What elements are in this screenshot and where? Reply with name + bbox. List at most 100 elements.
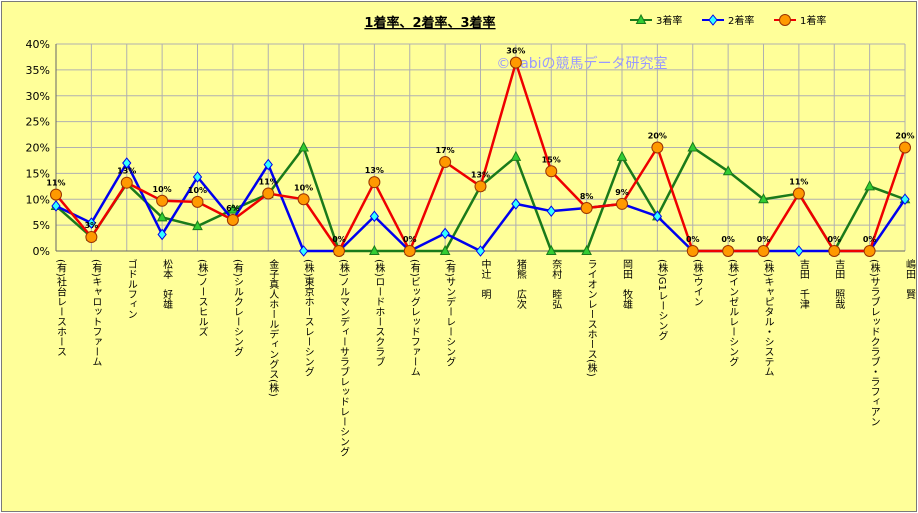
data-label: 0%: [686, 235, 700, 244]
series-layer: [50, 56, 911, 257]
data-point: [545, 165, 558, 178]
data-label: 15%: [542, 155, 561, 164]
x-tick-label: (株)東京ホースレーシング: [302, 259, 314, 377]
x-tick-label: (有)シルクレーシング: [231, 259, 243, 357]
data-label: 0%: [721, 235, 735, 244]
y-tick-label: 15%: [26, 167, 50, 180]
data-point: [369, 244, 380, 255]
data-label: 11%: [46, 179, 65, 188]
data-label: 8%: [580, 192, 594, 201]
x-tick-label: 嶋田 賢: [904, 258, 916, 300]
x-tick-label: (有)キャロットファーム: [90, 259, 102, 367]
data-point: [156, 211, 168, 222]
data-label: 6%: [226, 204, 240, 213]
x-tick-label: 金子真人ホールディングス(株): [267, 258, 279, 397]
x-tick-label: (株)キャピタル・システム: [762, 259, 774, 377]
data-point: [511, 198, 521, 210]
data-label: 0%: [863, 235, 877, 244]
data-point: [227, 203, 239, 214]
data-labels: 11% 3% 13% 10% 10% 6% 11% 10% 0% 13% 0% 17% 13% 36% 15…: [46, 47, 914, 244]
data-point: [85, 231, 98, 244]
data-point: [226, 213, 239, 226]
data-point: [262, 187, 275, 200]
data-point: [298, 245, 309, 257]
x-tick-label: (株)インゼルレーシング: [727, 259, 739, 367]
data-label: 0%: [403, 235, 417, 244]
data-point: [545, 244, 557, 255]
x-tick-label: ライオンレースホース(株): [585, 259, 597, 377]
data-point: [298, 141, 309, 152]
data-point: [864, 180, 875, 191]
y-tick-label: 10%: [26, 193, 50, 206]
x-tick-label: 吉田 照哉: [833, 259, 845, 309]
data-point: [263, 158, 273, 171]
legend-marker: [635, 13, 647, 24]
data-point: [51, 200, 61, 212]
x-tick-label: (株)サラブレッドクラブ・ラフィアン: [868, 259, 880, 427]
data-point: [369, 210, 380, 223]
y-tick-label: 40%: [26, 38, 50, 51]
y-tick-label: 25%: [26, 116, 50, 129]
x-tick-label: 松本 好雄: [161, 258, 173, 310]
data-point: [792, 187, 805, 200]
data-point: [652, 210, 663, 223]
legend-label: 1着率: [800, 14, 826, 27]
data-point: [828, 245, 841, 257]
data-label: 0%: [332, 235, 346, 244]
data-point: [722, 165, 734, 176]
y-tick-label: 30%: [26, 90, 50, 103]
x-tick-label: (株)G1レーシング: [656, 259, 668, 341]
watermark-text: ©Cabiの競馬データ研究室: [496, 55, 667, 72]
data-point: [368, 176, 381, 189]
data-point: [581, 244, 592, 255]
data-point: [120, 176, 133, 189]
data-label: 10%: [153, 185, 172, 194]
data-point: [439, 244, 451, 255]
x-axis-labels: (有)社台レースホース (有)キャロットファーム ゴドルフィン 松本 好雄 (株)ノース…: [55, 258, 916, 457]
x-tick-label: (有)社台レースホース: [55, 259, 67, 357]
data-label: 10%: [294, 183, 313, 192]
x-tick-label: (株)ノースヒルズ: [196, 259, 208, 337]
y-tick-label: 0%: [33, 245, 50, 258]
data-label: 13%: [117, 167, 136, 176]
y-tick-label: 5%: [33, 219, 50, 232]
data-point: [722, 245, 735, 257]
data-point: [192, 220, 203, 231]
data-label: 3%: [85, 221, 99, 230]
data-point: [863, 245, 876, 257]
data-point: [651, 141, 664, 154]
series-3: [50, 56, 911, 257]
data-label: 0%: [827, 235, 841, 244]
legend-label: 3着率: [656, 14, 682, 27]
y-tick-label: 35%: [26, 64, 50, 77]
data-point: [157, 228, 167, 241]
data-point: [509, 56, 522, 69]
data-point: [758, 193, 769, 204]
legend-marker: [779, 14, 791, 26]
data-label: 13%: [365, 166, 384, 175]
legend: 3着率 2着率 1着率: [630, 13, 826, 27]
x-tick-label: ゴドルフィン: [125, 258, 137, 319]
data-point: [439, 155, 452, 168]
data-label: 0%: [757, 235, 771, 244]
data-point: [546, 205, 556, 217]
data-point: [899, 141, 911, 154]
data-point: [580, 202, 593, 215]
data-point: [616, 150, 628, 161]
x-tick-label: 岡田 牧雄: [621, 259, 633, 310]
data-point: [86, 217, 97, 229]
x-tick-label: 奈村 睦弘: [550, 258, 562, 310]
data-label: 17%: [436, 146, 455, 155]
data-label: 10%: [188, 186, 207, 195]
data-point: [474, 180, 487, 193]
data-point: [297, 193, 310, 206]
x-tick-label: (株)ノルマンディーサラブレッドレーシング: [338, 259, 350, 457]
data-point: [440, 227, 450, 240]
data-point: [686, 245, 699, 257]
x-tick-label: (有)サンデーレーシング: [444, 259, 456, 367]
data-point: [687, 141, 699, 152]
x-tick-label: 中辻 明: [479, 258, 491, 300]
legend-label: 2着率: [728, 14, 754, 27]
data-point: [50, 188, 62, 201]
